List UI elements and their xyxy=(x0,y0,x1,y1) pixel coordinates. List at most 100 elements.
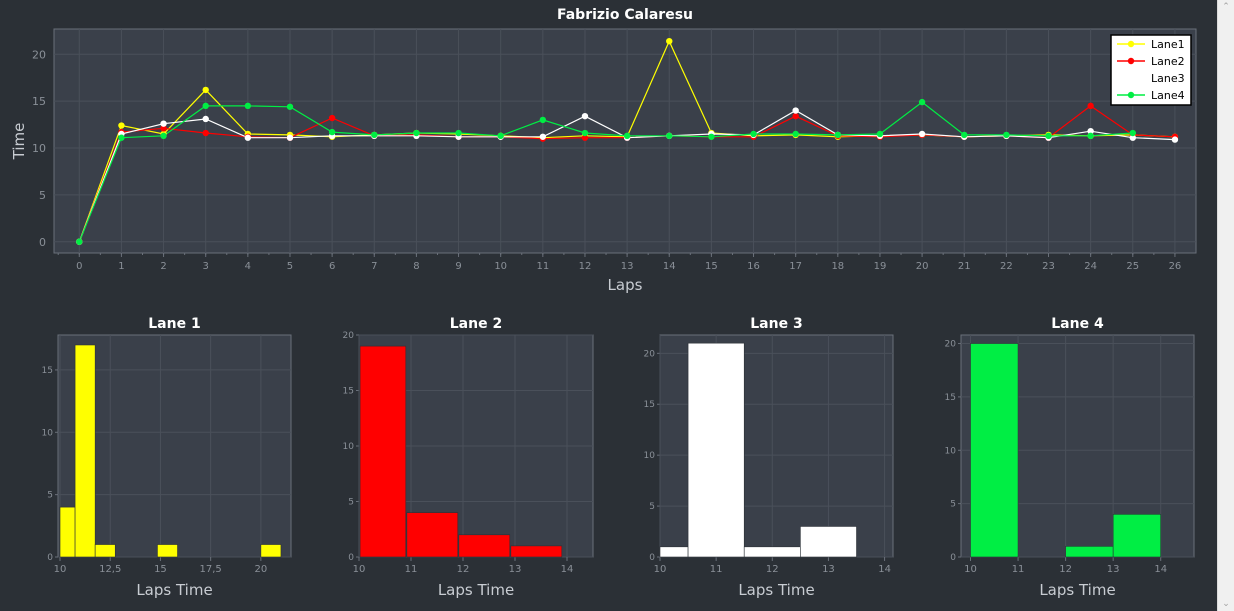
x-tick-label: 16 xyxy=(747,261,760,272)
data-point-lane4 xyxy=(876,130,884,138)
x-tick-label: 10 xyxy=(494,261,507,272)
data-point-lane3 xyxy=(792,107,799,114)
legend-label: Lane2 xyxy=(1151,55,1185,68)
x-tick-label: 23 xyxy=(1042,261,1055,272)
x-tick-label: 5 xyxy=(287,261,293,272)
x-tick-label: 20 xyxy=(916,261,929,272)
scroll-down-icon[interactable]: ⌄ xyxy=(1222,599,1230,609)
data-point-lane4 xyxy=(834,131,842,139)
data-point-lane2 xyxy=(581,134,589,141)
main-y-axis-label: Time xyxy=(10,123,28,161)
y-tick-label: 10 xyxy=(42,428,54,438)
x-tick-label: 11 xyxy=(536,261,549,272)
legend-swatch-marker xyxy=(1127,57,1135,65)
y-tick-label: 20 xyxy=(32,48,46,61)
histogram-bar xyxy=(1065,546,1114,558)
legend-swatch-marker xyxy=(1127,91,1135,99)
x-tick-label: 11 xyxy=(405,564,418,575)
x-tick-label: 12 xyxy=(766,564,779,575)
x-tick-label: 10 xyxy=(964,564,977,575)
x-tick-label: 22 xyxy=(1000,261,1013,272)
data-point-lane4 xyxy=(961,131,968,139)
y-tick-label: 15 xyxy=(343,387,354,397)
y-tick-label: 0 xyxy=(39,236,46,249)
x-tick-label: 18 xyxy=(831,261,844,272)
y-tick-label: 5 xyxy=(649,502,655,512)
data-point-lane4 xyxy=(666,132,673,140)
y-tick-label: 20 xyxy=(945,340,957,350)
data-point-lane4 xyxy=(413,129,420,137)
x-tick-label: 12,5 xyxy=(99,564,121,575)
data-point-lane4 xyxy=(202,102,209,110)
data-point-lane4 xyxy=(623,132,631,140)
x-tick-label: 10 xyxy=(654,564,667,575)
scroll-up-icon[interactable]: ⌃ xyxy=(1222,2,1230,12)
histogram-title: Lane 1 xyxy=(148,316,200,332)
x-tick-label: 13 xyxy=(822,564,835,575)
data-point-lane3 xyxy=(539,133,547,140)
histogram-bar xyxy=(970,343,1019,558)
x-tick-label: 12 xyxy=(579,261,592,272)
data-point-lane3 xyxy=(1087,127,1094,135)
x-tick-label: 12 xyxy=(457,564,470,575)
data-point-lane2 xyxy=(792,112,799,120)
legend-label: Lane1 xyxy=(1151,38,1185,51)
data-point-lane2 xyxy=(328,114,336,122)
data-point-lane3 xyxy=(160,120,167,127)
y-tick-label: 0 xyxy=(649,553,655,563)
x-tick-label: 14 xyxy=(561,564,574,575)
histogram-bar xyxy=(743,546,801,558)
x-tick-label: 9 xyxy=(455,261,461,272)
y-tick-label: 15 xyxy=(945,393,956,403)
histogram-bar xyxy=(157,544,178,558)
y-tick-label: 15 xyxy=(42,366,53,376)
data-point-lane2 xyxy=(202,129,209,137)
histogram-bar xyxy=(659,546,689,558)
data-point-lane4 xyxy=(455,129,462,137)
data-point-lane4 xyxy=(1087,132,1094,140)
data-point-lane2 xyxy=(160,125,167,132)
histogram-title: Lane 3 xyxy=(750,316,802,332)
x-tick-label: 17 xyxy=(789,261,802,272)
data-point-lane4 xyxy=(371,131,378,139)
x-tick-label: 3 xyxy=(203,261,209,272)
data-point-lane3 xyxy=(244,134,252,141)
x-tick-label: 14 xyxy=(878,564,891,575)
y-tick-label: 5 xyxy=(950,500,956,510)
x-tick-label: 25 xyxy=(1126,261,1139,272)
y-tick-label: 5 xyxy=(348,498,354,508)
vertical-scrollbar[interactable]: ⌃ ⌄ xyxy=(1217,0,1234,611)
x-tick-label: 2 xyxy=(160,261,166,272)
x-tick-label: 12 xyxy=(1059,564,1072,575)
y-tick-label: 10 xyxy=(945,446,957,456)
y-tick-label: 0 xyxy=(950,553,956,563)
data-point-lane4 xyxy=(1045,132,1052,140)
legend-swatch-marker xyxy=(1127,40,1135,48)
x-tick-label: 10 xyxy=(353,564,366,575)
main-x-axis-label: Laps xyxy=(608,276,643,294)
x-tick-label: 0 xyxy=(76,261,82,272)
y-tick-label: 0 xyxy=(47,553,53,563)
data-point-lane4 xyxy=(244,102,252,110)
y-tick-label: 10 xyxy=(343,442,355,452)
histogram-bar xyxy=(800,526,857,558)
y-tick-label: 5 xyxy=(47,491,53,501)
x-tick-label: 13 xyxy=(1107,564,1120,575)
legend-box xyxy=(1110,34,1192,106)
histogram-bar xyxy=(94,544,116,558)
histogram-x-axis-label: Laps Time xyxy=(136,581,212,599)
data-point-lane3 xyxy=(286,134,294,141)
x-tick-label: 10 xyxy=(54,564,67,575)
data-point-lane4 xyxy=(750,130,757,138)
histogram-bar xyxy=(260,544,282,558)
data-point-lane3 xyxy=(918,130,926,138)
histogram-bar xyxy=(74,344,96,558)
y-tick-label: 10 xyxy=(644,451,656,461)
x-tick-label: 26 xyxy=(1169,261,1182,272)
data-point-lane1 xyxy=(202,86,209,94)
y-tick-label: 0 xyxy=(348,553,354,563)
histogram-bar xyxy=(687,342,745,558)
histogram-title: Lane 4 xyxy=(1051,316,1104,332)
y-tick-label: 15 xyxy=(32,95,46,108)
data-point-lane1 xyxy=(666,37,673,45)
